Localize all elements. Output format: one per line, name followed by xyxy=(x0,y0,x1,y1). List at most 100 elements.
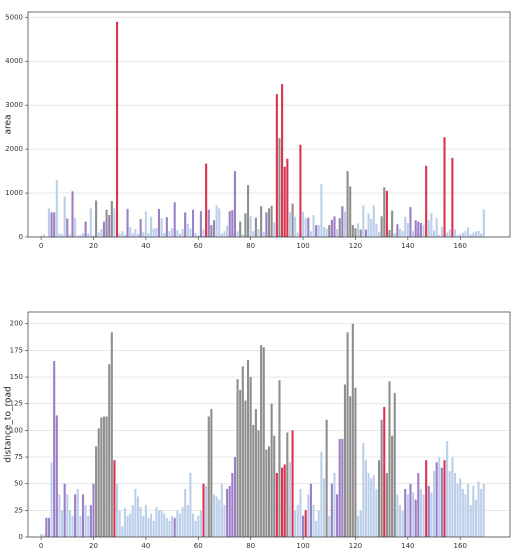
bar xyxy=(152,521,155,537)
bar xyxy=(116,483,119,537)
bar xyxy=(231,473,234,537)
bar xyxy=(409,207,412,237)
bar xyxy=(66,218,69,237)
bar xyxy=(370,478,373,537)
bar xyxy=(171,228,174,237)
bar xyxy=(315,521,318,537)
bar xyxy=(315,225,318,237)
bar xyxy=(377,460,381,537)
bar xyxy=(372,205,375,237)
bar xyxy=(330,219,333,237)
x-tick-label: 120 xyxy=(349,242,362,250)
bar xyxy=(354,387,357,537)
bar xyxy=(296,232,299,237)
bar xyxy=(42,534,45,537)
x-tick-label: 100 xyxy=(296,542,309,550)
bar xyxy=(79,515,82,537)
bar xyxy=(105,209,108,237)
y-tick-label: 200 xyxy=(10,320,23,328)
x-tick-label: 0 xyxy=(39,242,43,250)
bar xyxy=(477,481,480,537)
bar xyxy=(317,510,320,537)
bar xyxy=(438,457,441,537)
bar xyxy=(147,233,150,237)
bar xyxy=(341,438,344,537)
bar xyxy=(249,215,252,237)
bar xyxy=(419,222,422,237)
x-tick-label: 40 xyxy=(141,242,150,250)
bar xyxy=(173,202,176,237)
bar xyxy=(362,205,365,237)
bar xyxy=(61,234,64,237)
bar xyxy=(223,230,226,237)
bar xyxy=(440,467,443,537)
bar xyxy=(467,227,470,237)
bar xyxy=(110,200,113,237)
bar xyxy=(278,138,281,237)
bar xyxy=(202,483,205,537)
bar xyxy=(249,377,252,537)
bar xyxy=(417,473,420,537)
bar xyxy=(409,483,412,537)
bar xyxy=(343,384,347,537)
bar xyxy=(228,211,231,237)
bar xyxy=(194,521,197,537)
bar xyxy=(239,389,242,537)
bar xyxy=(346,171,349,237)
bar xyxy=(181,229,184,237)
x-tick-label: 100 xyxy=(296,242,309,250)
bar xyxy=(171,515,174,537)
bar xyxy=(142,515,145,537)
bar xyxy=(246,185,250,237)
bar xyxy=(58,494,61,537)
bar xyxy=(446,441,449,537)
bar xyxy=(338,438,341,537)
x-tick-label: 20 xyxy=(89,242,98,250)
bar xyxy=(189,473,192,537)
bar xyxy=(215,496,218,537)
bar xyxy=(123,508,126,537)
bar xyxy=(419,489,422,537)
bar xyxy=(354,228,357,237)
bar xyxy=(320,451,323,537)
bar xyxy=(50,212,53,237)
bar xyxy=(430,492,433,537)
bar xyxy=(233,171,236,237)
bar xyxy=(398,505,402,537)
bar xyxy=(275,94,278,237)
bar xyxy=(477,230,480,237)
bar xyxy=(233,457,236,537)
y-tick-label: 75 xyxy=(14,453,23,461)
bar xyxy=(202,229,205,237)
bar xyxy=(45,517,48,537)
bar xyxy=(380,216,383,237)
y-tick-label: 0 xyxy=(19,233,23,241)
bar xyxy=(74,494,77,537)
bar xyxy=(262,231,265,237)
bar xyxy=(469,505,472,537)
bar xyxy=(191,513,195,537)
bar xyxy=(325,419,328,537)
bar xyxy=(351,225,354,237)
bar xyxy=(173,517,176,537)
bar xyxy=(212,220,216,237)
bar xyxy=(236,231,239,237)
bar xyxy=(71,191,74,237)
bar xyxy=(341,206,344,237)
bar xyxy=(446,232,449,237)
bar xyxy=(260,345,263,537)
bar xyxy=(199,510,202,537)
bar xyxy=(191,209,195,237)
bar xyxy=(480,233,483,237)
bar xyxy=(139,507,142,537)
y-tick-label: 4000 xyxy=(5,57,23,65)
bar xyxy=(385,190,388,237)
bar xyxy=(215,205,218,237)
bar xyxy=(322,226,326,237)
bar xyxy=(113,460,116,537)
bar xyxy=(260,206,263,237)
bar xyxy=(181,507,184,537)
bar xyxy=(92,235,95,237)
bar xyxy=(294,216,297,237)
bar xyxy=(257,430,260,537)
